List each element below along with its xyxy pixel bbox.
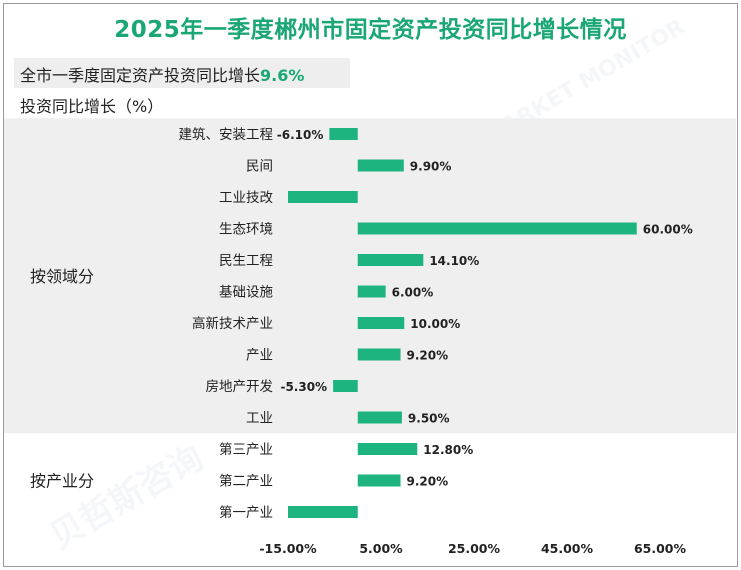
category-label: 基础设施 — [219, 284, 273, 301]
summary-box — [14, 58, 350, 88]
y-axis-unit-label: 投资同比增长（%） — [20, 97, 164, 116]
data-label: 60.00% — [643, 223, 693, 237]
bar — [357, 411, 402, 424]
data-label: 12.80% — [423, 443, 473, 457]
category-label: 工业 — [246, 411, 273, 427]
data-label: 14.10% — [429, 254, 479, 268]
bar — [357, 317, 405, 329]
x-tick-label: 25.00% — [448, 541, 501, 556]
bar — [333, 380, 358, 392]
bar — [357, 348, 401, 361]
category-label: 工业技改 — [219, 190, 273, 206]
data-label: -6.10% — [277, 128, 324, 142]
group-label: 按领域分 — [30, 267, 94, 286]
data-label: 9.50% — [408, 412, 450, 426]
category-label: 民间 — [246, 159, 273, 175]
category-label: 建筑、安装工程 — [179, 127, 274, 143]
category-label: 民生工程 — [219, 253, 273, 269]
bar — [357, 474, 401, 487]
x-tick-label: -15.00% — [259, 541, 317, 556]
x-tick-label: 45.00% — [541, 541, 594, 556]
category-label: 第一产业 — [219, 504, 273, 521]
data-label: 9.20% — [407, 349, 449, 363]
category-label: 生态环境 — [219, 222, 273, 238]
bar — [288, 191, 358, 203]
category-label: 房地产开发 — [206, 379, 274, 395]
summary-label: 全市一季度固定资产投资同比增长 — [20, 66, 261, 85]
chart-title: 2025年一季度郴州市固定资产投资同比增长情况 — [114, 17, 627, 43]
bar — [357, 443, 418, 455]
category-label: 产业 — [246, 348, 273, 364]
data-label: -5.30% — [280, 380, 327, 394]
category-label: 第三产业 — [219, 441, 273, 458]
bar — [357, 254, 424, 266]
data-label: 9.20% — [407, 475, 449, 489]
data-label: 10.00% — [410, 317, 460, 331]
summary-value: 9.6% — [260, 66, 305, 85]
data-label: 9.90% — [410, 160, 452, 174]
bar — [329, 128, 358, 140]
bar — [357, 222, 637, 235]
category-label: 第二产业 — [219, 473, 273, 490]
group-label: 按产业分 — [30, 472, 94, 491]
x-tick-label: 65.00% — [634, 541, 687, 556]
summary-text: 全市一季度固定资产投资同比增长9.6% — [20, 62, 304, 86]
x-tick-label: 5.00% — [359, 541, 403, 556]
bar — [357, 285, 386, 298]
bar — [288, 506, 358, 518]
data-label: 6.00% — [392, 286, 434, 300]
bar — [357, 159, 404, 172]
category-label: 高新技术产业 — [192, 315, 273, 332]
